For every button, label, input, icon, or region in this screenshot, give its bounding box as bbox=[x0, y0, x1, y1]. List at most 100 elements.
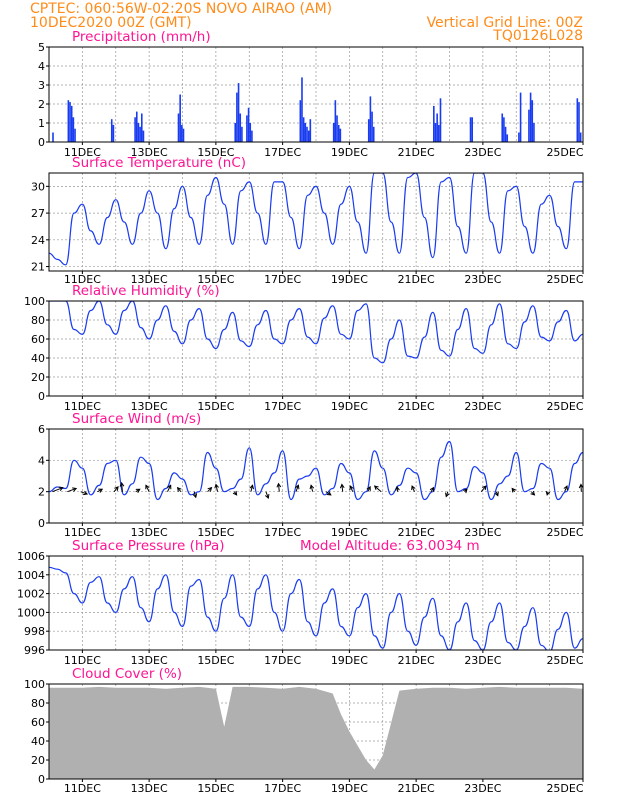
cloud-xtick-label: 21DEC bbox=[398, 782, 435, 795]
precip-bar bbox=[52, 132, 54, 142]
cloud-ytick-label: 80 bbox=[31, 697, 45, 710]
precip-xtick-label: 17DEC bbox=[264, 146, 301, 159]
precip-xtick-label: 19DEC bbox=[331, 146, 368, 159]
pressure-line bbox=[49, 566, 583, 650]
precip-bar bbox=[332, 123, 335, 142]
wind-arrow-head bbox=[578, 483, 584, 489]
wind-arrow bbox=[265, 491, 269, 499]
precip-bar bbox=[371, 111, 373, 142]
temp-panel: 21 24 27 30 11DEC 13DEC 15DEC 17DEC 19DEC 21DEC 23… bbox=[31, 155, 584, 286]
precip-bar bbox=[74, 128, 76, 142]
wind-arrow bbox=[121, 482, 123, 492]
precip-ytick-label: 1 bbox=[38, 117, 45, 130]
precip-xtick-label: 23DEC bbox=[464, 146, 501, 159]
precip-bar bbox=[506, 134, 509, 142]
rh-ytick-label: 0 bbox=[38, 390, 45, 403]
rh-frame bbox=[48, 300, 584, 397]
wind-arrow-head bbox=[462, 488, 468, 494]
precip-bar bbox=[142, 130, 145, 142]
wind-arrow-head bbox=[339, 483, 345, 489]
precip-bar bbox=[181, 124, 183, 142]
pressure-ytick-label: 1006 bbox=[17, 550, 45, 563]
temp-xtick-label: 11DEC bbox=[64, 273, 101, 286]
precip-bar bbox=[110, 119, 113, 142]
wind-arrow-head bbox=[119, 481, 125, 487]
pressure-panel: 996 998 1000 1002 1004 1006 11DEC 13DEC 15DEC 17D… bbox=[17, 538, 584, 667]
precip-xtick-label: 21DEC bbox=[398, 146, 435, 159]
temp-ytick-label: 27 bbox=[31, 207, 45, 220]
precip-bar bbox=[519, 92, 522, 142]
pressure-xtick-label: 13DEC bbox=[131, 654, 168, 667]
precip-bar bbox=[578, 102, 580, 142]
cloud-xtick-label: 23DEC bbox=[464, 782, 501, 795]
cloud-ytick-label: 40 bbox=[31, 735, 45, 748]
precip-bar bbox=[301, 77, 303, 142]
precip-bar bbox=[179, 94, 181, 142]
rh-xtick-label: 25DEC bbox=[546, 400, 583, 413]
wind-arrow-head bbox=[114, 486, 119, 491]
temp-frame bbox=[48, 172, 584, 272]
precip-bar bbox=[135, 111, 138, 142]
temp-ytick-label: 24 bbox=[31, 234, 45, 247]
precip-ytick-label: 0 bbox=[38, 136, 45, 149]
wind-arrow-head bbox=[395, 485, 400, 491]
precip-ytick-label: 2 bbox=[38, 98, 45, 111]
precip-bar bbox=[237, 83, 240, 142]
cloud-ytick-label: 100 bbox=[24, 678, 45, 691]
rh-ytick-label: 60 bbox=[31, 333, 45, 346]
wind-arrow-head bbox=[494, 491, 499, 497]
pressure-xtick-label: 25DEC bbox=[546, 654, 583, 667]
precip-bar bbox=[247, 107, 250, 142]
wind-arrow-head bbox=[326, 491, 332, 496]
precip-frame bbox=[48, 46, 584, 143]
precip-panel: 0 1 2 3 4 5 11DEC 13DEC 15DEC 17DEC 19DEC 21DEC 23DE… bbox=[38, 29, 584, 159]
rh-ytick-label: 20 bbox=[31, 371, 45, 384]
pressure-xtick-label: 19DEC bbox=[331, 654, 368, 667]
wind-arrow-head bbox=[530, 490, 536, 496]
wind-arrow bbox=[67, 487, 77, 493]
pressure-ytick-label: 1002 bbox=[17, 588, 45, 601]
cloud-ytick-label: 0 bbox=[38, 773, 45, 786]
precip-bar bbox=[501, 113, 504, 142]
rh-line bbox=[49, 301, 583, 364]
wind-title: Surface Wind (m/s) bbox=[72, 411, 201, 427]
precip-bar bbox=[241, 126, 243, 142]
wind-arrow-head bbox=[135, 488, 141, 493]
wind-arrow bbox=[374, 485, 382, 493]
precip-bar bbox=[236, 92, 238, 142]
precip-xtick-label: 15DEC bbox=[197, 146, 234, 159]
wind-arrow-head bbox=[511, 487, 517, 493]
temp-xtick-label: 23DEC bbox=[464, 273, 501, 286]
precip-bar bbox=[140, 113, 143, 142]
precip-bar bbox=[239, 113, 242, 142]
rh-xtick-label: 11DEC bbox=[64, 400, 101, 413]
rh-ytick-label: 100 bbox=[24, 295, 45, 308]
pressure-title: Surface Pressure (hPa) bbox=[72, 538, 225, 554]
precip-ytick-label: 3 bbox=[38, 79, 45, 92]
wind-arrow-head bbox=[276, 482, 282, 488]
model-code-header: TQ0126L028 bbox=[492, 28, 583, 44]
precip-bar bbox=[302, 117, 305, 142]
wind-arrow bbox=[215, 484, 219, 492]
cloud-panel: 0 20 40 60 80 100 11DEC 13DEC 15DEC 17DEC 19DEC 21D… bbox=[24, 666, 584, 795]
wind-arrow-head bbox=[349, 485, 354, 491]
precip-bar bbox=[518, 132, 520, 142]
wind-arrow-head bbox=[207, 486, 213, 492]
pressure-xtick-label: 23DEC bbox=[464, 654, 501, 667]
wind-arrow-head bbox=[98, 488, 104, 493]
pressure-ytick-label: 996 bbox=[24, 644, 45, 657]
rh-xtick-label: 15DEC bbox=[197, 400, 234, 413]
cloud-xtick-label: 19DEC bbox=[331, 782, 368, 795]
precip-bar bbox=[503, 117, 505, 142]
wind-xtick-label: 23DEC bbox=[464, 526, 501, 539]
precip-bar bbox=[369, 96, 372, 142]
precip-title: Precipitation (mm/h) bbox=[72, 29, 211, 45]
precip-xtick-label: 13DEC bbox=[131, 146, 168, 159]
precip-bar bbox=[576, 98, 579, 142]
wind-xtick-label: 11DEC bbox=[64, 526, 101, 539]
wind-arrow-head bbox=[192, 493, 198, 499]
cloud-xtick-label: 17DEC bbox=[264, 782, 301, 795]
temp-xtick-label: 25DEC bbox=[546, 273, 583, 286]
wind-arrow-head bbox=[145, 484, 150, 490]
precip-bar bbox=[334, 100, 337, 142]
